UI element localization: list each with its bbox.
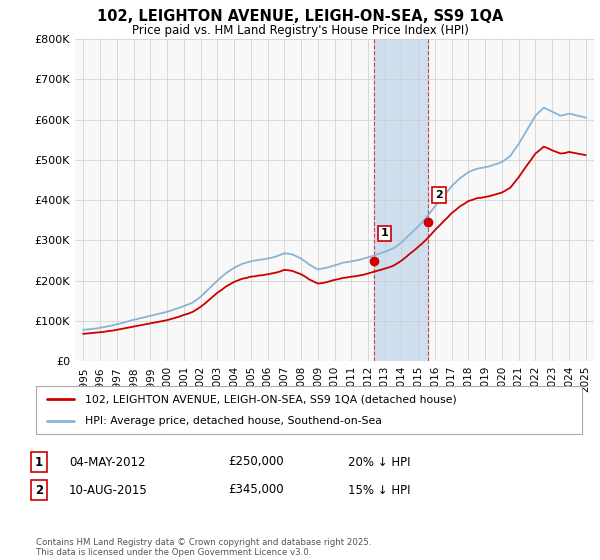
- Text: 2: 2: [35, 483, 43, 497]
- Bar: [374, 39, 428, 361]
- Text: £250,000: £250,000: [228, 455, 284, 469]
- Text: 15% ↓ HPI: 15% ↓ HPI: [348, 483, 410, 497]
- Text: 20% ↓ HPI: 20% ↓ HPI: [348, 455, 410, 469]
- Text: 04-MAY-2012: 04-MAY-2012: [69, 455, 146, 469]
- Text: 10-AUG-2015: 10-AUG-2015: [69, 483, 148, 497]
- Text: HPI: Average price, detached house, Southend-on-Sea: HPI: Average price, detached house, Sout…: [85, 416, 382, 426]
- Text: 2: 2: [435, 190, 443, 200]
- Text: 1: 1: [35, 455, 43, 469]
- Text: Contains HM Land Registry data © Crown copyright and database right 2025.
This d: Contains HM Land Registry data © Crown c…: [36, 538, 371, 557]
- FancyBboxPatch shape: [36, 386, 582, 434]
- Text: 102, LEIGHTON AVENUE, LEIGH-ON-SEA, SS9 1QA (detached house): 102, LEIGHTON AVENUE, LEIGH-ON-SEA, SS9 …: [85, 394, 457, 404]
- Text: 1: 1: [380, 228, 388, 239]
- Text: £345,000: £345,000: [228, 483, 284, 497]
- Text: 102, LEIGHTON AVENUE, LEIGH-ON-SEA, SS9 1QA: 102, LEIGHTON AVENUE, LEIGH-ON-SEA, SS9 …: [97, 9, 503, 24]
- Text: Price paid vs. HM Land Registry's House Price Index (HPI): Price paid vs. HM Land Registry's House …: [131, 24, 469, 36]
